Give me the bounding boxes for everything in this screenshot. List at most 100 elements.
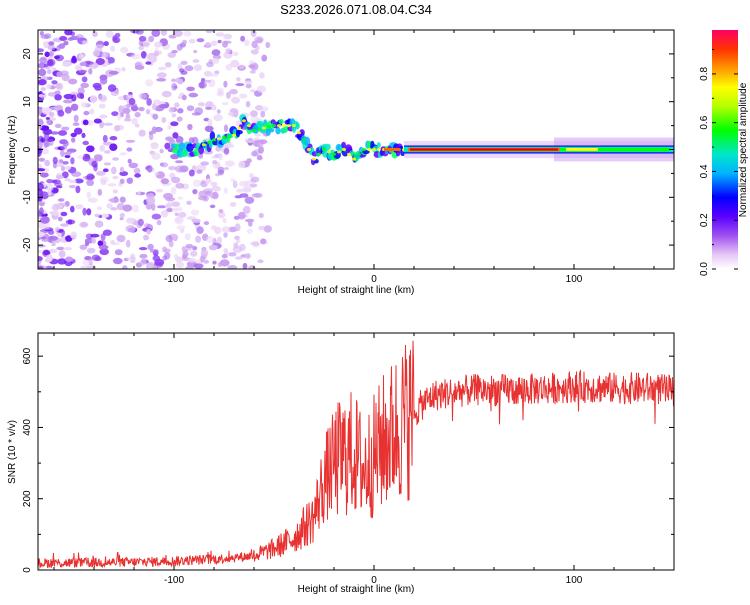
noise-speckle <box>256 85 267 93</box>
noise-speckle <box>126 147 133 152</box>
noise-speckle <box>245 101 251 108</box>
noise-speckle <box>86 179 94 186</box>
noise-speckle <box>145 53 155 62</box>
noise-speckle <box>81 132 86 138</box>
noise-speckle <box>46 254 53 262</box>
noise-speckle <box>53 55 60 60</box>
noise-speckle <box>57 130 68 136</box>
noise-speckle <box>215 32 225 37</box>
noise-speckle <box>92 31 98 37</box>
noise-speckle <box>179 228 185 234</box>
noise-speckle <box>258 146 264 154</box>
ridge-blob <box>193 148 200 157</box>
noise-speckle <box>248 60 255 66</box>
noise-speckle <box>223 187 228 194</box>
spectrogram-marks <box>38 30 674 269</box>
noise-speckle <box>223 248 228 253</box>
noise-speckle <box>38 256 43 262</box>
noise-speckle <box>82 207 87 216</box>
noise-speckle <box>122 107 131 114</box>
noise-speckle <box>160 30 168 36</box>
noise-speckle <box>228 252 237 257</box>
noise-speckle <box>234 235 240 240</box>
noise-speckle <box>64 151 72 155</box>
noise-speckle <box>178 211 187 218</box>
ridge-core <box>342 148 346 151</box>
noise-speckle <box>79 244 88 250</box>
noise-speckle <box>105 30 114 38</box>
noise-speckle <box>103 162 112 166</box>
ridge-core <box>302 138 306 142</box>
noise-speckle <box>38 168 46 172</box>
ridge-core <box>277 124 281 128</box>
noise-speckle <box>174 212 179 216</box>
noise-speckle <box>84 241 90 247</box>
noise-speckle <box>82 259 91 266</box>
noise-speckle <box>70 31 75 37</box>
spectrogram-y-label: Frequency (Hz) <box>7 116 18 185</box>
noise-speckle <box>164 62 172 68</box>
noise-speckle <box>54 123 62 129</box>
noise-speckle <box>74 127 83 135</box>
colorbar-tick-label: 0.4 <box>699 164 710 178</box>
noise-speckle <box>122 204 133 212</box>
noise-speckle <box>246 228 253 234</box>
noise-speckle <box>214 70 220 75</box>
noise-speckle <box>43 250 50 256</box>
noise-speckle <box>146 165 153 173</box>
noise-speckle <box>79 62 87 67</box>
noise-speckle <box>213 114 223 122</box>
noise-speckle <box>109 197 120 204</box>
noise-speckle <box>108 57 115 64</box>
noise-speckle <box>218 152 223 161</box>
noise-speckle <box>111 242 120 246</box>
noise-speckle <box>62 61 72 67</box>
noise-speckle <box>57 258 67 265</box>
noise-speckle <box>96 206 102 211</box>
noise-speckle <box>85 175 90 181</box>
noise-speckle <box>60 149 65 157</box>
noise-speckle <box>237 211 246 220</box>
noise-speckle <box>44 51 50 58</box>
noise-speckle <box>99 144 105 152</box>
noise-speckle <box>46 58 56 67</box>
noise-speckle <box>55 226 60 232</box>
colorbar-tick-label: 0.2 <box>699 213 710 227</box>
ridge-core <box>317 152 321 156</box>
ridge-blob <box>178 142 186 151</box>
ridge-core <box>287 124 291 128</box>
noise-speckle <box>38 231 45 238</box>
ridge-core <box>357 152 361 156</box>
noise-speckle <box>217 211 226 219</box>
y-tick-label: 600 <box>22 347 33 364</box>
noise-speckle <box>60 211 68 217</box>
ridge-core <box>207 140 211 144</box>
noise-speckle <box>184 65 194 72</box>
ridge-core <box>312 157 316 161</box>
noise-speckle <box>113 257 123 265</box>
noise-speckle <box>133 167 141 174</box>
noise-speckle <box>122 265 128 269</box>
noise-speckle <box>139 253 148 259</box>
noise-speckle <box>165 235 173 243</box>
colorbar-tick-label: 0.0 <box>699 262 710 276</box>
ridge-blob <box>236 130 243 135</box>
x-tick-label: 100 <box>566 575 583 586</box>
noise-speckle <box>38 68 47 77</box>
noise-speckle <box>206 61 214 68</box>
noise-speckle <box>177 108 184 114</box>
ridge-core <box>252 128 256 132</box>
y-tick-label: 0 <box>22 567 33 573</box>
noise-speckle <box>107 84 117 92</box>
noise-speckle <box>217 87 224 94</box>
noise-speckle <box>191 218 201 223</box>
noise-speckle <box>162 246 167 253</box>
colorbar-gradient <box>712 30 738 269</box>
ridge-core <box>217 137 221 141</box>
noise-speckle <box>250 176 260 183</box>
noise-speckle <box>224 160 235 167</box>
noise-speckle <box>56 246 64 250</box>
noise-speckle <box>154 171 159 176</box>
noise-speckle <box>245 253 251 259</box>
